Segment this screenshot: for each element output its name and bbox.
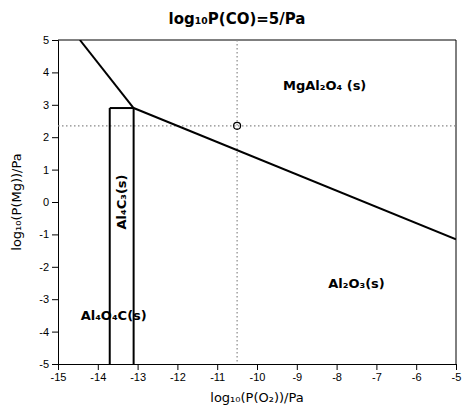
boundary-line	[80, 40, 134, 108]
marks	[58, 40, 456, 364]
tick-label: 3	[43, 99, 49, 111]
frame	[58, 40, 456, 41]
chart: -15-14-13-12-11-10-9-8-7-6-5-5-4-3-2-101…	[0, 0, 474, 412]
tick: 4	[43, 66, 58, 78]
tick-label: -4	[39, 326, 49, 338]
tick: -6	[412, 364, 422, 383]
tick: -8	[332, 364, 342, 383]
tick: -13	[130, 364, 146, 383]
tick-label: -11	[210, 371, 225, 383]
boundary-line	[110, 107, 134, 109]
axis-line	[59, 365, 457, 371]
title: log₁₀P(CO)=5/Pa	[169, 10, 306, 28]
tick-label: -5	[452, 371, 462, 383]
tick-mark	[52, 332, 58, 333]
region-label: Al₂O₃(s)	[328, 276, 385, 291]
y-axis-title: log₁₀(P(Mg))/Pa	[9, 153, 24, 250]
tick: -5	[39, 358, 58, 370]
tick-mark	[337, 364, 338, 370]
tick-mark	[52, 202, 58, 203]
tick: -15	[51, 364, 67, 383]
tick: -7	[372, 364, 382, 383]
tick-mark	[257, 364, 258, 370]
tick: 2	[43, 131, 58, 143]
y-axis: -5 -4 -3 -2 -1 0 1 2 3 4 5	[39, 34, 58, 370]
tick-label: -7	[372, 371, 382, 383]
tick-label: 5	[43, 34, 49, 46]
tick-mark	[177, 364, 178, 370]
tick-mark	[98, 364, 99, 370]
tick-label: 4	[43, 66, 49, 78]
tick: 0	[43, 196, 58, 208]
region-label: Al₄C₃(s)	[114, 174, 129, 229]
tick-mark	[52, 40, 58, 41]
tick: -10	[250, 364, 266, 383]
tick-mark	[217, 364, 218, 370]
tick-mark	[456, 364, 457, 370]
marker	[234, 122, 241, 129]
tick: -3	[39, 293, 58, 305]
frame	[456, 40, 457, 364]
tick-mark	[52, 105, 58, 106]
tick-label: 2	[43, 131, 49, 143]
tick-label: -2	[39, 261, 49, 273]
tick-label: -13	[130, 371, 146, 383]
tick-label: -12	[170, 371, 186, 383]
tick-mark	[52, 72, 58, 73]
tick-mark	[138, 364, 139, 370]
tick-label: 1	[43, 164, 49, 176]
tick: 5	[43, 34, 58, 46]
tick-mark	[52, 170, 58, 171]
annotations: MgAl₂O₄ (s) Al₂O₃(s) Al₄C₃(s) Al₄O₄C(s)	[81, 78, 385, 323]
reference-line	[58, 125, 456, 126]
tick-label: -14	[90, 371, 106, 383]
tick-label: -15	[51, 371, 67, 383]
tick-label: -1	[39, 228, 49, 240]
plot-area: -15-14-13-12-11-10-9-8-7-6-5-5-4-3-2-101…	[39, 34, 461, 383]
tick-mark	[376, 364, 377, 370]
tick-mark	[416, 364, 417, 370]
region-label: MgAl₂O₄ (s)	[283, 78, 366, 93]
tick-mark	[297, 364, 298, 370]
tick-label: -9	[292, 371, 302, 383]
tick-mark	[52, 299, 58, 300]
tick: -12	[170, 364, 186, 383]
tick-mark	[52, 234, 58, 235]
tick-mark	[52, 137, 58, 138]
tick-label: -3	[39, 293, 49, 305]
tick-label: -8	[332, 371, 342, 383]
tick: -14	[90, 364, 106, 383]
boundary-line	[134, 108, 456, 239]
tick-label: -10	[250, 371, 266, 383]
boundary-line	[133, 108, 135, 364]
tick-label: -6	[412, 371, 422, 383]
tick-label: -5	[39, 358, 49, 370]
tick: 3	[43, 99, 58, 111]
tick-mark	[52, 364, 58, 365]
reference-line	[237, 40, 238, 364]
tick-label: 0	[43, 196, 49, 208]
tick: -2	[39, 261, 58, 273]
region-label: Al₄O₄C(s)	[81, 308, 147, 323]
tick-mark	[52, 267, 58, 268]
tick: -11	[210, 364, 225, 383]
x-axis: -15 -14 -13 -12 -11 -10 -9 -8 -7 -6 -5	[51, 364, 462, 383]
tick: -4	[39, 326, 58, 338]
tick: -5	[452, 364, 462, 383]
tick: 1	[43, 164, 58, 176]
tick: -9	[292, 364, 302, 383]
tick: -1	[39, 228, 58, 240]
axis-line	[52, 41, 59, 365]
boundary-line	[109, 108, 111, 364]
x-axis-title: log₁₀(P(O₂))/Pa	[210, 390, 303, 405]
